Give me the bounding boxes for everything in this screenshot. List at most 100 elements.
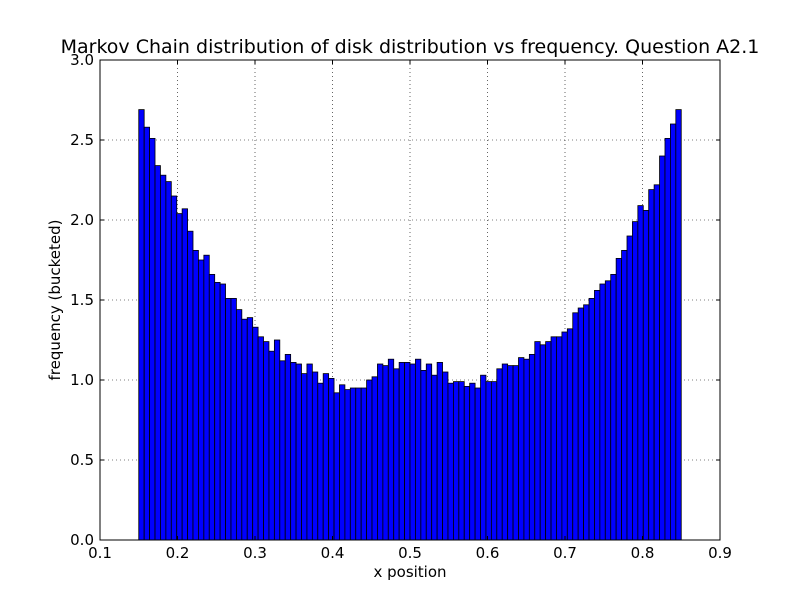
- histogram-bar: [279, 360, 286, 541]
- histogram-bar: [545, 341, 552, 541]
- histogram-bar: [534, 341, 541, 541]
- histogram-bars: [138, 109, 682, 541]
- histogram-bar: [344, 389, 351, 541]
- histogram-bar: [501, 363, 509, 541]
- histogram-bar: [528, 353, 536, 541]
- histogram-bar: [496, 368, 503, 541]
- y-tick-label: 2.0: [70, 211, 94, 229]
- histogram-bar: [322, 373, 330, 541]
- histogram-bar: [572, 312, 579, 541]
- histogram-bar: [420, 369, 427, 541]
- histogram-bar: [214, 281, 221, 541]
- x-axis-label: x position: [373, 563, 446, 581]
- histogram-bar: [550, 336, 557, 541]
- histogram-bar: [442, 371, 449, 541]
- x-tick-label: 0.3: [243, 544, 267, 562]
- histogram-bar: [143, 126, 151, 541]
- y-tick-label: 3.0: [70, 51, 94, 69]
- histogram-bar: [518, 357, 525, 541]
- histogram-bar: [246, 317, 254, 541]
- y-tick-label: 0.0: [70, 531, 94, 549]
- histogram-bar: [295, 363, 302, 541]
- histogram-bar: [355, 387, 362, 541]
- y-tick-label: 1.0: [70, 371, 94, 389]
- histogram-bar: [642, 209, 650, 541]
- histogram-bar: [539, 344, 547, 541]
- histogram-bar: [599, 283, 606, 541]
- histogram-bar: [339, 384, 346, 541]
- histogram-bar: [349, 387, 357, 541]
- histogram-bar: [664, 137, 671, 541]
- histogram-bar: [523, 358, 530, 541]
- histogram-bar: [583, 304, 590, 541]
- chart-title: Markov Chain distribution of disk distri…: [61, 36, 760, 58]
- x-tick-label: 0.9: [708, 544, 732, 562]
- histogram-bar: [398, 361, 405, 541]
- histogram-bar: [138, 109, 145, 541]
- histogram-bar: [648, 189, 655, 541]
- histogram-bar: [610, 273, 617, 541]
- x-tick-label: 0.7: [553, 544, 577, 562]
- histogram-bar: [566, 328, 574, 541]
- histogram-bar: [311, 371, 319, 541]
- histogram-bar: [230, 297, 237, 541]
- histogram-bar: [561, 331, 568, 541]
- histogram-bar: [317, 382, 324, 541]
- histogram-bar: [366, 379, 373, 541]
- y-tick-labels: 0.0 0.5 1.0 1.5 2.0 2.5 3.0: [70, 51, 94, 549]
- histogram-bar: [360, 387, 367, 541]
- histogram-bar: [452, 381, 460, 541]
- histogram-bar: [670, 123, 677, 541]
- histogram-bar: [170, 195, 178, 541]
- x-tick-label: 0.4: [321, 544, 345, 562]
- histogram-bar: [387, 358, 395, 541]
- histogram-bar: [377, 363, 384, 541]
- histogram-bar: [160, 174, 167, 541]
- histogram-bar: [632, 221, 639, 541]
- histogram-bar: [393, 368, 400, 541]
- histogram-bar: [480, 374, 487, 541]
- histogram-bar: [382, 365, 389, 541]
- histogram-bar: [241, 318, 248, 541]
- histogram-bar: [588, 297, 595, 541]
- histogram-bar: [469, 382, 476, 541]
- histogram-bar: [192, 249, 199, 541]
- x-tick-label: 0.1: [88, 544, 112, 562]
- histogram-bar: [187, 230, 194, 541]
- histogram-bar: [425, 363, 433, 541]
- histogram-bar: [252, 326, 259, 541]
- histogram-bar: [371, 376, 378, 541]
- histogram-bar: [436, 361, 443, 541]
- histogram-bar: [447, 382, 454, 541]
- histogram-bar: [176, 213, 183, 541]
- histogram-bar: [415, 358, 422, 541]
- histogram-bar: [333, 392, 340, 541]
- histogram-bar: [154, 165, 161, 541]
- x-tick-label: 0.2: [166, 544, 190, 562]
- histogram-bar: [463, 385, 471, 541]
- histogram-bar: [181, 208, 188, 541]
- histogram-bar: [306, 363, 313, 541]
- histogram-bar: [458, 381, 465, 541]
- histogram-bar: [290, 361, 297, 541]
- histogram-bar: [653, 184, 660, 541]
- histogram-bar: [203, 254, 210, 541]
- histogram-bar: [409, 363, 416, 541]
- histogram-bar: [273, 339, 281, 541]
- histogram-bar: [257, 336, 264, 541]
- x-tick-labels: 0.1 0.2 0.3 0.4 0.5 0.6 0.7 0.8 0.9: [88, 544, 732, 562]
- histogram-bar: [637, 205, 644, 541]
- histogram-bar: [198, 259, 205, 541]
- histogram-bar: [675, 109, 682, 541]
- histogram-bar: [512, 365, 519, 541]
- histogram-bar: [577, 307, 584, 541]
- histogram-bar: [594, 289, 601, 541]
- histogram-bar: [149, 137, 156, 541]
- histogram-bar: [431, 374, 438, 541]
- axis-ticks: [99, 59, 721, 541]
- histogram-bar: [659, 155, 666, 541]
- histogram-bar: [219, 283, 226, 541]
- y-tick-label: 1.5: [70, 291, 94, 309]
- histogram-bar: [404, 361, 411, 541]
